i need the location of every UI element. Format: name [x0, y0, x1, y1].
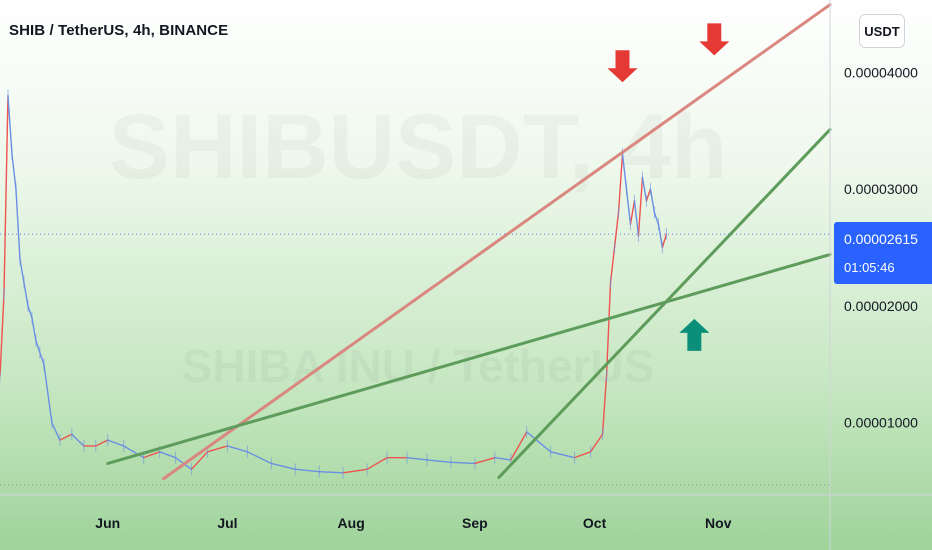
price-segment [190, 451, 209, 471]
y-tick-label: 0.00002000 [844, 298, 918, 314]
price-segment [649, 188, 656, 214]
price-segment [633, 200, 640, 237]
x-tick-label: Aug [338, 515, 365, 531]
price-segment [641, 176, 648, 202]
y-tick-label: 0.00003000 [844, 181, 918, 197]
price-segment [637, 176, 644, 237]
arrow-down-icon [607, 50, 638, 83]
price-segment [510, 431, 528, 461]
watermark-name: SHIBA INU / TetherUS [182, 340, 655, 392]
x-tick-label: Sep [462, 515, 488, 531]
price-segment [621, 153, 628, 190]
support-trendline [497, 128, 832, 479]
x-tick-label: Jul [217, 515, 237, 531]
price-segment [19, 258, 25, 284]
resistance-trendline [162, 3, 832, 481]
price-segment [95, 439, 109, 447]
chart-title: SHIB / TetherUS, 4h, BINANCE [9, 22, 229, 39]
price-segment [549, 451, 576, 459]
x-tick-label: Oct [583, 515, 607, 531]
price-segment [294, 468, 320, 473]
price-segment [142, 451, 161, 459]
price-segment [494, 456, 512, 461]
price-segment [589, 433, 604, 453]
price-segment [342, 468, 368, 474]
arrows [607, 23, 730, 351]
price-segment [51, 421, 61, 441]
arrow-down-icon [699, 23, 730, 56]
price-segment [645, 188, 652, 202]
price-segment [617, 153, 624, 214]
price-segment [661, 233, 668, 249]
price-segment [15, 188, 21, 260]
currency-button[interactable]: USDT [859, 14, 905, 48]
price-segment [31, 316, 37, 342]
price-segment [474, 456, 496, 465]
y-tick-label: 0.00001000 [844, 415, 918, 431]
price-series [0, 89, 668, 479]
x-tick-label: Jun [95, 515, 120, 531]
price-segment [43, 363, 53, 424]
y-tick-label: 0.00004000 [844, 64, 918, 80]
price-segment [605, 281, 612, 377]
price-segment [39, 351, 45, 365]
price-segment [158, 451, 177, 459]
price-segment [270, 462, 296, 471]
price-segment [35, 340, 41, 354]
x-axis[interactable]: Jun Jul Aug Sep Oct Nov [0, 494, 932, 531]
price-segment [27, 305, 33, 319]
price-segment [366, 456, 388, 471]
price-segment [0, 293, 5, 377]
price-segment [107, 439, 125, 447]
y-axis[interactable]: 0.00004000 0.00003000 0.00002000 0.00001000 [829, 0, 918, 550]
price-segment [71, 433, 85, 447]
support-trendline [106, 253, 832, 465]
price-segment [246, 451, 273, 465]
price-segment [23, 281, 29, 307]
price-segment [406, 456, 428, 461]
last-price-tag: 0.00002615 01:05:46 [834, 222, 932, 284]
price-segment [123, 445, 145, 459]
price-segment [653, 211, 660, 225]
price-segment [59, 433, 73, 441]
price-segment [629, 200, 636, 225]
price-segment [613, 211, 620, 249]
price-segment [3, 95, 9, 295]
price-segment [450, 461, 476, 465]
trendlines[interactable] [106, 3, 832, 481]
price-segment [426, 459, 452, 464]
x-tick-label: Nov [705, 515, 732, 531]
last-price-label: 0.00002615 [844, 231, 918, 247]
price-segment [601, 375, 608, 435]
price-segment [11, 153, 17, 190]
watermark: SHIBUSDT, 4h SHIBA INU / TetherUS [109, 96, 728, 392]
price-segment [7, 95, 13, 155]
watermark-symbol: SHIBUSDT, 4h [109, 96, 728, 198]
arrow-up-icon [679, 318, 710, 351]
price-segment [625, 188, 632, 225]
price-segment [526, 431, 552, 453]
price-segment [226, 445, 249, 453]
candle-countdown: 01:05:46 [844, 260, 895, 275]
price-segment [206, 445, 229, 453]
price-segment [318, 470, 344, 474]
price-segment [573, 451, 592, 459]
price-segment [609, 246, 616, 284]
price-segment [657, 223, 664, 249]
